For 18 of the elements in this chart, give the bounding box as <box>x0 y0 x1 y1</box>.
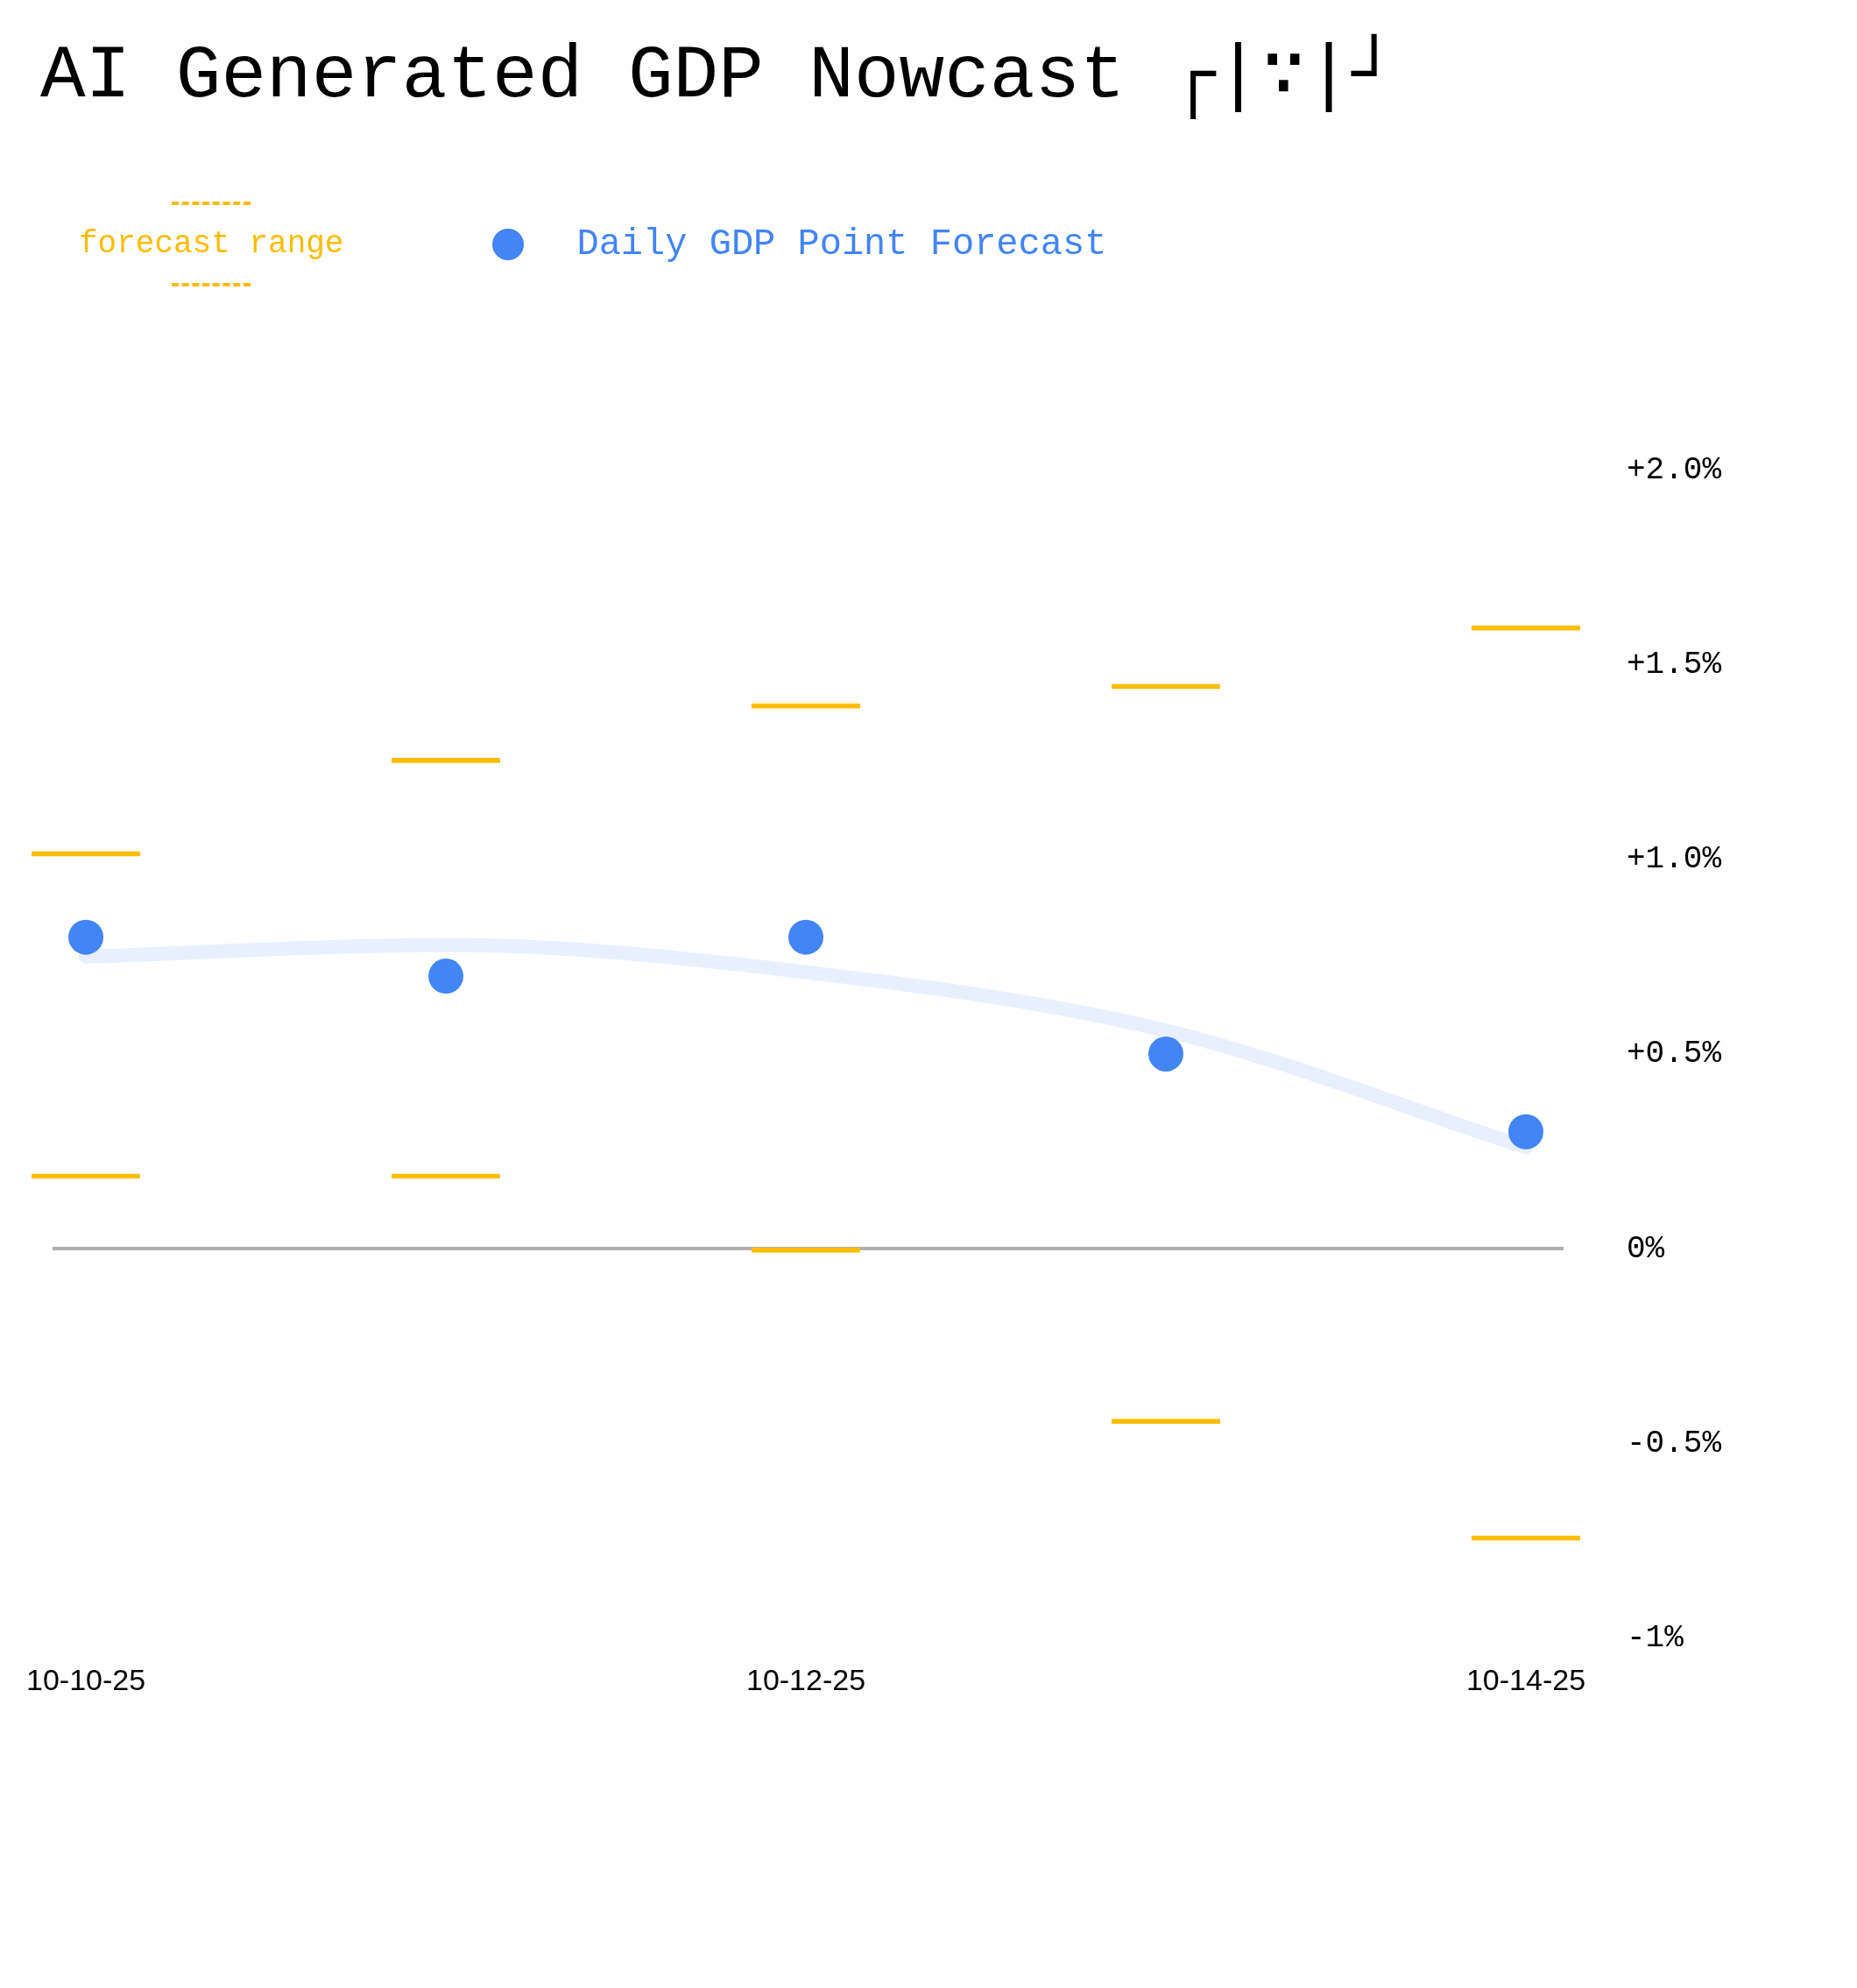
text: forecast range <box>79 226 344 262</box>
legend-label: Daily GDP Point Forecast <box>576 223 1107 265</box>
point <box>1507 1114 1543 1150</box>
x-tick-label: 10-14-25 <box>1465 1662 1586 1696</box>
x-tick-label: 10-10-25 <box>26 1662 146 1696</box>
y-tick-label: +1.0% <box>1626 841 1722 878</box>
y-tick-label: +2.0% <box>1626 452 1722 489</box>
point <box>428 959 464 994</box>
y-tick-label: -1% <box>1626 1619 1684 1656</box>
y-tick-label: -0.5% <box>1626 1425 1722 1461</box>
point <box>68 919 104 955</box>
x-tick-label: 10-12-25 <box>745 1662 866 1696</box>
y-tick-label: +0.5% <box>1626 1036 1722 1072</box>
chart-title: AI Generated GDP Nowcast ┌|∵|┘ <box>40 32 1397 119</box>
y-tick-label: 0% <box>1626 1230 1665 1267</box>
point <box>1148 1036 1183 1072</box>
y-tick-label: +1.5% <box>1626 647 1722 683</box>
point <box>788 919 824 955</box>
